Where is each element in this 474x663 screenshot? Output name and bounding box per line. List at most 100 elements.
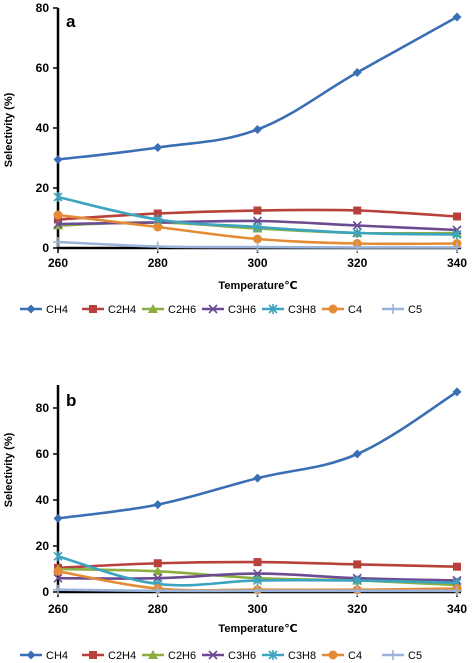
legend-item-c2h4: C2H4 — [82, 304, 136, 316]
series-c4 — [53, 210, 462, 248]
x-tick-label: 260 — [48, 256, 68, 270]
legend-item-c4: C4 — [322, 304, 362, 316]
chart-panel-b: b Selectivity (%) Temperature℃ 0 20 40 60 80… — [3, 385, 467, 662]
data-point — [252, 585, 263, 596]
data-point — [452, 387, 462, 397]
legend-label: C2H6 — [168, 650, 196, 662]
series-ch4 — [53, 12, 462, 164]
legend: CH4 C2H4 C2H6 C3H6 C3H8 C4 C5 — [20, 304, 422, 316]
data-point — [253, 234, 262, 244]
x-axis-label: Temperature℃ — [218, 280, 297, 292]
x-tick-label: 320 — [347, 602, 367, 616]
data-point — [253, 206, 262, 215]
legend-label: CH4 — [46, 650, 68, 662]
series-c3h8 — [53, 192, 462, 240]
legend-marker — [89, 651, 97, 659]
x-tick-label: 300 — [247, 602, 267, 616]
legend-marker — [89, 305, 97, 313]
data-point — [252, 222, 263, 232]
legend-label: C2H4 — [108, 304, 136, 316]
x-tick-label: 280 — [148, 256, 168, 270]
x-tick-label: 280 — [148, 602, 168, 616]
data-point — [53, 566, 63, 576]
data-point — [153, 209, 162, 218]
legend-label: C5 — [408, 304, 422, 316]
legend-item-c2h6: C2H6 — [142, 650, 196, 662]
x-tick-label: 260 — [48, 602, 68, 616]
data-point — [53, 573, 63, 583]
series-line — [57, 390, 458, 520]
x-tick-label: 340 — [447, 256, 467, 270]
data-point — [452, 242, 462, 253]
panel-label: a — [66, 12, 76, 31]
data-point — [452, 585, 462, 596]
legend-label: C3H8 — [288, 304, 316, 316]
legend-item-c3h8: C3H8 — [262, 650, 316, 662]
legend-label: C3H6 — [228, 650, 256, 662]
data-point — [53, 210, 63, 220]
data-point — [153, 222, 163, 232]
legend-item-c2h6: C2H6 — [142, 304, 196, 316]
data-point — [352, 242, 363, 253]
data-point — [152, 566, 163, 576]
data-point — [253, 473, 262, 483]
legend-marker — [26, 650, 36, 660]
legend-label: CH4 — [46, 304, 68, 316]
data-point — [53, 192, 63, 202]
y-tick-label: 0 — [42, 585, 49, 599]
y-tick-label: 40 — [36, 121, 50, 135]
legend-marker — [388, 650, 398, 660]
legend-marker — [208, 650, 218, 660]
x-axis-label: Temperature℃ — [218, 623, 297, 635]
data-point — [352, 220, 362, 231]
legend-item-ch4: CH4 — [20, 304, 68, 316]
data-point — [53, 155, 63, 164]
data-point — [353, 560, 362, 569]
y-tick-label: 40 — [36, 493, 50, 507]
legend-label: C3H8 — [288, 650, 316, 662]
legend-label: C5 — [408, 650, 422, 662]
series-c5 — [53, 237, 462, 253]
series-ch4 — [53, 387, 462, 523]
legend-item-c3h8: C3H8 — [262, 304, 316, 316]
y-tick-label: 60 — [36, 447, 50, 461]
data-point — [453, 562, 461, 571]
legend-marker — [328, 650, 338, 660]
chart-panel-a: a Selectivity (%) Temperature℃ 0 20 40 60 80… — [3, 1, 467, 316]
data-point — [53, 219, 63, 229]
y-tick-label: 80 — [36, 1, 50, 15]
data-point — [53, 551, 63, 562]
data-point — [53, 237, 63, 247]
legend-marker — [268, 304, 278, 314]
axes: 0 20 40 60 80 260 280 300 320 340 — [36, 1, 468, 270]
data-point — [153, 500, 163, 510]
data-point — [352, 585, 363, 596]
y-tick-label: 20 — [36, 181, 50, 195]
legend-marker — [208, 304, 218, 314]
legend-marker — [148, 304, 158, 313]
y-axis-label: Selectivity (%) — [3, 432, 15, 507]
data-point — [352, 575, 362, 586]
data-point — [153, 143, 163, 152]
series-layer — [53, 387, 462, 596]
legend-item-c4: C4 — [322, 650, 362, 662]
legend-item-c5: C5 — [382, 650, 422, 662]
legend-item-c5: C5 — [382, 304, 422, 316]
legend-item-c3h6: C3H6 — [202, 650, 256, 662]
legend-marker — [388, 304, 398, 314]
data-point — [453, 212, 461, 221]
y-tick-label: 80 — [36, 401, 50, 415]
data-point — [253, 558, 262, 567]
data-point — [452, 12, 462, 22]
x-tick-label: 300 — [247, 256, 267, 270]
legend-marker — [268, 650, 278, 660]
x-tick-label: 340 — [447, 602, 467, 616]
data-point — [353, 206, 362, 215]
y-tick-label: 0 — [42, 241, 49, 255]
data-point — [352, 449, 362, 459]
data-point — [153, 559, 162, 568]
data-point — [53, 584, 63, 595]
legend: CH4 C2H4 C2H6 C3H6 C3H8 C4 C5 — [20, 650, 422, 662]
y-axis-label: Selectivity (%) — [3, 92, 15, 167]
legend-item-c2h4: C2H4 — [82, 650, 136, 662]
